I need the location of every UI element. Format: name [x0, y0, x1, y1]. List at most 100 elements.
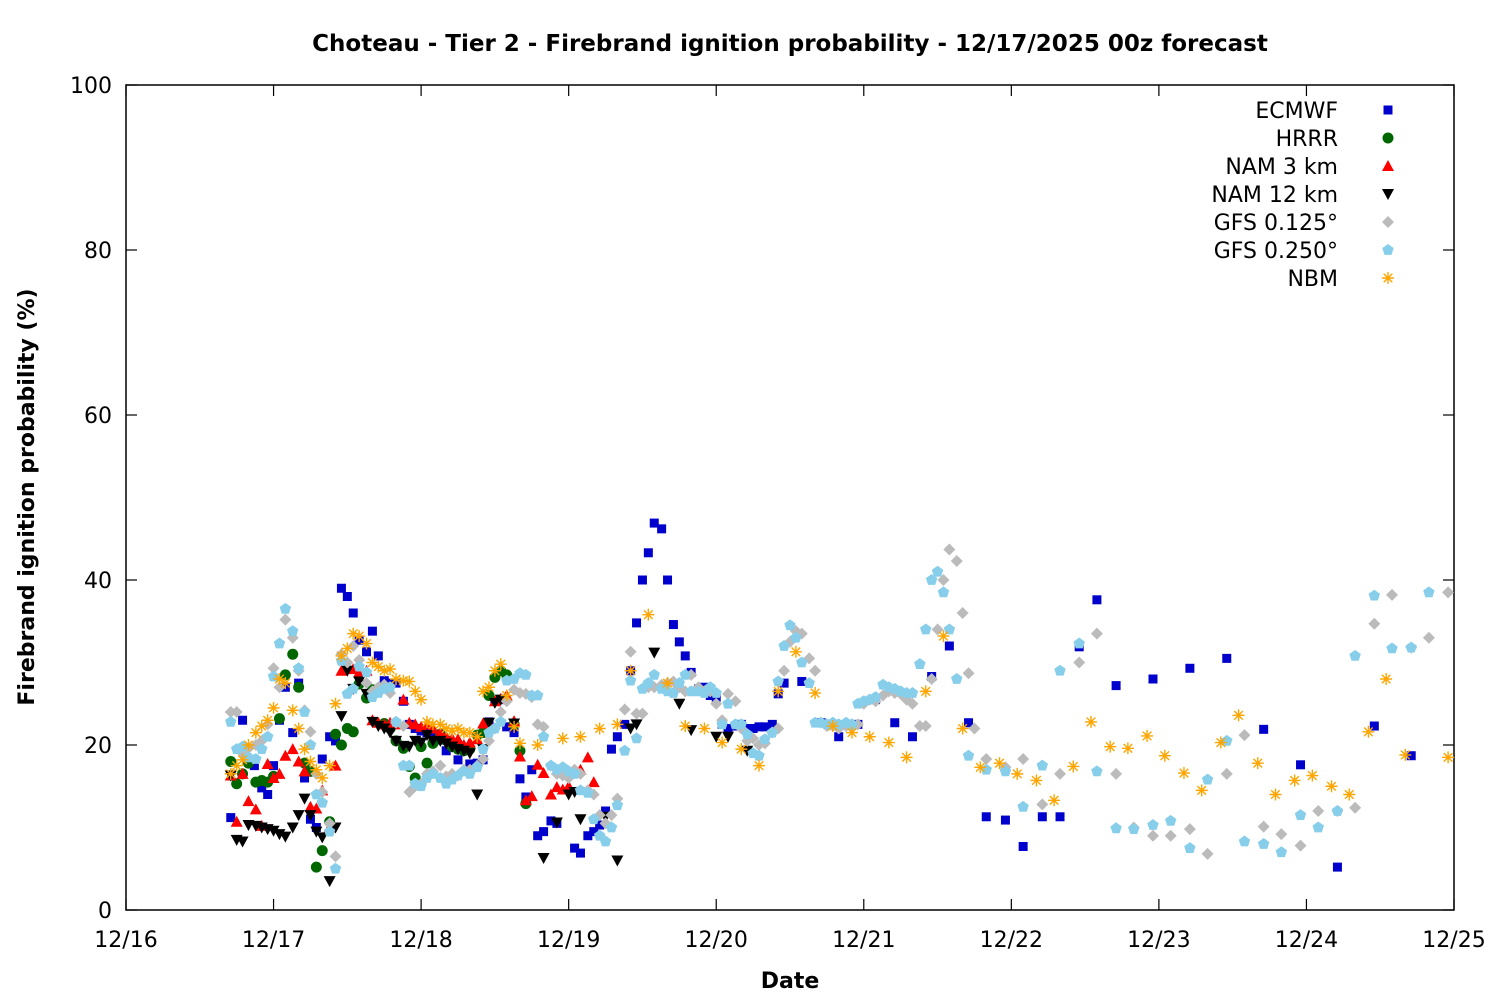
data-point	[612, 732, 622, 742]
data-point	[1111, 681, 1121, 691]
data-point	[362, 647, 372, 657]
data-point	[353, 676, 366, 688]
data-point	[304, 755, 317, 768]
data-point	[1349, 649, 1361, 661]
data-point	[1422, 631, 1435, 644]
data-point	[581, 751, 594, 763]
data-point	[537, 853, 550, 865]
data-point	[224, 767, 237, 780]
data-point	[238, 715, 248, 725]
data-point	[249, 761, 259, 771]
data-point	[778, 640, 790, 651]
data-point	[347, 682, 359, 694]
data-point	[722, 687, 735, 700]
legend-marker	[1382, 244, 1394, 255]
data-point	[685, 685, 697, 697]
data-point	[1214, 736, 1227, 749]
data-point	[1147, 819, 1159, 830]
data-point	[360, 637, 373, 650]
data-point	[1000, 815, 1010, 825]
data-point	[1423, 586, 1435, 598]
data-point	[292, 722, 305, 735]
data-point	[950, 555, 963, 568]
data-point	[525, 790, 538, 802]
series-gfs-0-250-	[225, 565, 1435, 874]
data-point	[261, 714, 274, 727]
data-point	[249, 803, 262, 815]
data-point	[544, 788, 557, 800]
data-point	[1259, 724, 1269, 734]
data-point	[434, 718, 447, 731]
data-point	[300, 773, 310, 783]
series-ecmwf	[226, 518, 1416, 872]
data-point	[1054, 664, 1066, 676]
data-point	[1386, 642, 1398, 654]
data-point	[519, 794, 532, 806]
data-point	[279, 677, 292, 690]
data-point	[446, 724, 459, 737]
data-point	[269, 761, 279, 771]
data-point	[661, 677, 674, 690]
data-point	[1091, 765, 1103, 777]
data-point	[611, 799, 624, 811]
y-tick-label: 0	[98, 899, 112, 924]
data-point	[336, 583, 346, 593]
data-point	[1018, 841, 1028, 851]
x-tick-label: 12/23	[1127, 928, 1190, 953]
data-point	[256, 743, 268, 754]
data-point	[1165, 814, 1177, 826]
data-point	[779, 678, 789, 688]
data-point	[1037, 812, 1047, 822]
data-point	[360, 677, 373, 690]
data-point	[588, 813, 600, 825]
data-point	[1369, 721, 1379, 731]
data-point	[1017, 753, 1030, 766]
legend-label: NAM 12 km	[1211, 183, 1338, 208]
data-point	[593, 722, 606, 735]
data-point	[293, 681, 305, 693]
data-point	[1294, 839, 1307, 852]
legend-label: GFS 0.125°	[1214, 211, 1338, 236]
data-point	[225, 715, 237, 727]
data-point	[434, 759, 447, 772]
data-point	[716, 736, 729, 749]
data-point	[463, 736, 476, 748]
data-point	[415, 780, 427, 792]
data-point	[980, 763, 992, 775]
data-point	[624, 723, 637, 735]
data-point	[267, 772, 280, 783]
series-gfs-0-125-	[224, 543, 1455, 863]
data-point	[298, 765, 311, 777]
data-point	[286, 704, 299, 717]
data-point	[890, 718, 900, 728]
data-point	[1085, 715, 1098, 728]
data-point	[292, 662, 305, 674]
data-point	[964, 718, 974, 728]
y-tick-label: 80	[84, 239, 112, 264]
data-point	[789, 645, 802, 658]
data-point	[434, 726, 447, 738]
data-point	[286, 822, 299, 834]
data-point	[537, 767, 550, 779]
data-point	[267, 701, 280, 714]
data-point	[583, 831, 593, 841]
y-axis-label: Firebrand ignition probability (%)	[15, 288, 40, 705]
data-point	[956, 607, 969, 619]
data-point	[1036, 759, 1048, 771]
data-point	[230, 706, 243, 718]
data-point	[735, 718, 747, 730]
axis-ticks: 12/16 12/17 12/18 12/19 12/20 12/21 12/22 12/23…	[70, 74, 1486, 953]
data-point	[288, 728, 298, 738]
data-point	[415, 737, 428, 749]
data-point	[292, 755, 305, 767]
data-point	[236, 767, 249, 779]
y-tick-label: 60	[84, 404, 112, 429]
plot-frame	[125, 84, 1455, 911]
data-point	[261, 757, 274, 769]
data-point	[1146, 829, 1159, 842]
data-point	[1177, 767, 1190, 780]
data-point	[267, 670, 280, 682]
data-point	[397, 693, 410, 705]
data-point	[575, 848, 585, 858]
data-point	[796, 656, 808, 668]
